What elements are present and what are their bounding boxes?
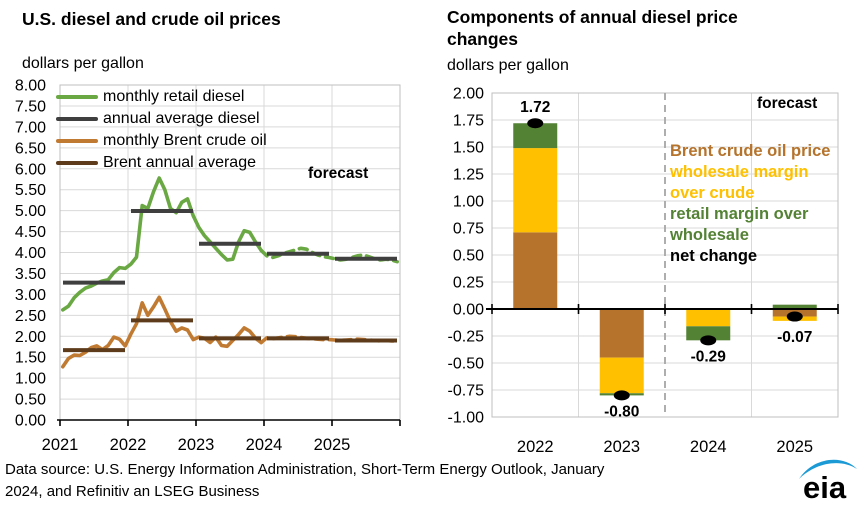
legend-label-wholesale-margin-over-crude: wholesale margin over crude	[670, 163, 809, 202]
dark-line-swatch	[56, 117, 98, 121]
bar-2022-Brent-crude-oil-price	[513, 232, 558, 309]
svg-text:2024: 2024	[246, 436, 283, 454]
bar-value-label-2025: -0.07	[777, 329, 812, 346]
svg-text:2.00: 2.00	[453, 86, 484, 103]
series-line-monthly-Brent-crude-oil	[61, 295, 263, 369]
bars	[513, 123, 817, 396]
svg-text:2023: 2023	[178, 436, 215, 454]
svg-text:6.50: 6.50	[15, 140, 46, 157]
legend-item-monthly-brent-crude: monthly Brent crude oil	[56, 130, 267, 152]
legend-label-retail-margin-over-wholesale: retail margin over wholesale	[670, 205, 809, 244]
legend-label-net-change: net change	[670, 247, 758, 265]
svg-text:2024: 2024	[690, 438, 727, 456]
series-segments-Brent-annual-average	[63, 318, 397, 353]
svg-text:2023: 2023	[603, 438, 640, 456]
bar-2023-wholesale-margin-over-crude	[599, 357, 644, 394]
bar-value-label-2022: 1.72	[520, 99, 550, 116]
svg-text:1.50: 1.50	[15, 350, 46, 367]
svg-text:2.50: 2.50	[15, 308, 46, 325]
right-y-axis-labels: -1.00 -0.75 -0.50 -0.25 0.00 0.25 0.50 0.75 1.00…	[448, 86, 485, 427]
svg-text:4.00: 4.00	[15, 245, 46, 262]
svg-text:8.00: 8.00	[15, 78, 46, 95]
svg-text:1.25: 1.25	[453, 167, 484, 184]
right-bar-chart: -1.00 -0.75 -0.50 -0.25 0.00 0.25 0.50 0.75 1.00…	[448, 86, 839, 456]
bar-2024-wholesale-margin-over-crude	[686, 309, 731, 327]
svg-text:1.00: 1.00	[453, 194, 484, 211]
brown-line-swatch	[56, 161, 98, 165]
svg-text:0.00: 0.00	[15, 413, 46, 430]
legend-label: monthly Brent crude oil	[103, 132, 267, 149]
bar-2024-retail-margin-over-wholesale	[686, 326, 731, 341]
svg-text:1.00: 1.00	[15, 371, 46, 388]
bar-2022-wholesale-margin-over-crude	[513, 148, 558, 233]
svg-text:-0.25: -0.25	[448, 329, 485, 346]
svg-text:2022: 2022	[110, 436, 147, 454]
data-source-note: Data source: U.S. Energy Information Adm…	[5, 461, 605, 500]
svg-text:3.50: 3.50	[15, 266, 46, 283]
legend-label: Brent annual average	[103, 154, 256, 171]
left-forecast-label: forecast	[308, 165, 368, 182]
orange-line-swatch	[56, 139, 98, 143]
green-line-swatch	[56, 95, 98, 99]
bar-2025-retail-margin-over-wholesale	[772, 304, 817, 309]
left-grid	[59, 84, 401, 421]
series-segments-annual-average-diesel	[63, 209, 397, 285]
legend-item-monthly-retail-diesel: monthly retail diesel	[56, 86, 267, 108]
svg-text:0.50: 0.50	[15, 392, 46, 409]
net-change-markers	[527, 118, 803, 401]
svg-text:7.50: 7.50	[15, 98, 46, 115]
eia-logo-graphic: eia	[799, 459, 857, 505]
right-chart-units: dollars per gallon	[447, 57, 569, 74]
svg-text:6.00: 6.00	[15, 161, 46, 178]
left-line-chart: 0.00 0.50 1.00 1.50 2.00 2.50 3.00 3.50 4.00 4.50…	[15, 78, 401, 454]
svg-text:-0.75: -0.75	[448, 383, 485, 400]
eia-logo: eia	[793, 454, 861, 518]
svg-text:-0.50: -0.50	[448, 356, 485, 373]
left-y-axis-labels: 0.00 0.50 1.00 1.50 2.00 2.50 3.00 3.50 4.00 4.50…	[15, 78, 46, 430]
svg-text:2025: 2025	[776, 438, 813, 456]
bar-value-label-2024: -0.29	[691, 348, 727, 365]
right-chart-title: Components of annual diesel price change…	[447, 7, 738, 49]
svg-text:2021: 2021	[42, 436, 79, 454]
svg-text:5.00: 5.00	[15, 203, 46, 220]
svg-text:5.50: 5.50	[15, 182, 46, 199]
legend-label: annual average diesel	[103, 110, 260, 127]
left-chart-legend: monthly retail diesel annual average die…	[56, 86, 267, 174]
net-change-marker-2025	[786, 311, 803, 322]
bar-2023-Brent-crude-oil-price	[599, 309, 644, 358]
svg-text:2.00: 2.00	[15, 329, 46, 346]
net-change-marker-2022	[527, 118, 544, 129]
svg-text:4.50: 4.50	[15, 224, 46, 241]
left-x-axis-labels: 2021 2022 2023 2024 2025	[42, 420, 401, 454]
svg-text:3.00: 3.00	[15, 287, 46, 304]
right-forecast-label: forecast	[757, 95, 817, 112]
legend-label-brent-crude-oil-price: Brent crude oil price	[670, 142, 831, 160]
svg-text:0.25: 0.25	[453, 275, 484, 292]
right-chart-legend: Brent crude oil price wholesale margin o…	[670, 141, 861, 267]
svg-text:0.75: 0.75	[453, 221, 484, 238]
svg-text:1.75: 1.75	[453, 113, 484, 130]
svg-text:2025: 2025	[314, 436, 351, 454]
legend-label: monthly retail diesel	[103, 88, 245, 105]
left-chart-units: dollars per gallon	[22, 55, 144, 72]
legend-item-brent-annual-average: Brent annual average	[56, 152, 267, 174]
svg-text:0.00: 0.00	[453, 302, 484, 319]
left-chart-title: U.S. diesel and crude oil prices	[22, 9, 281, 29]
svg-text:-1.00: -1.00	[448, 410, 485, 427]
svg-text:2022: 2022	[517, 438, 554, 456]
net-change-marker-2023	[613, 390, 630, 401]
legend-item-annual-average-diesel: annual average diesel	[56, 108, 267, 130]
eia-logo-text: eia	[803, 470, 847, 505]
bar-value-label-2023: -0.80	[604, 403, 639, 420]
eia-swoosh-icon	[799, 459, 857, 479]
right-x-axis-labels: 2022 2023 2024 2025	[517, 438, 813, 456]
svg-text:7.00: 7.00	[15, 119, 46, 136]
net-change-marker-2024	[700, 335, 717, 346]
svg-text:1.50: 1.50	[453, 140, 484, 157]
svg-text:0.50: 0.50	[453, 248, 484, 265]
